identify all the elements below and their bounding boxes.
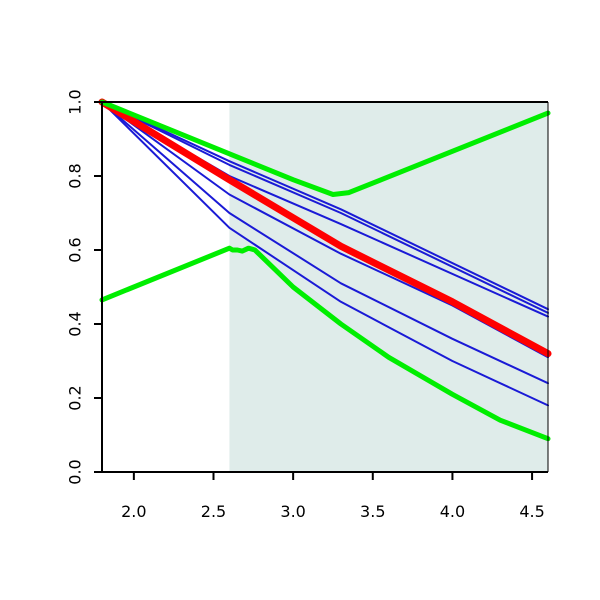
- axes-layer: 0.0 0.2 0.4 0.6 0.8 1.0 2.0 2.5 3.0 3.5 4.0 4.5: [66, 89, 549, 521]
- x-tick-label: 4.0: [440, 502, 465, 521]
- series-line-1: [101, 101, 549, 311]
- x-tick-label: 3.5: [360, 502, 385, 521]
- y-tick-label: 0.8: [66, 163, 85, 188]
- series-line-9: [99, 245, 551, 442]
- x-tick-label: 4.5: [519, 502, 544, 521]
- y-tick-label: 0.4: [66, 311, 85, 336]
- x-tick-label: 3.0: [280, 502, 305, 521]
- y-tick-label: 0.0: [66, 459, 85, 484]
- series-line-7: [98, 98, 552, 358]
- series-layer: [98, 98, 552, 442]
- y-tick-label: 1.0: [66, 89, 85, 114]
- y-tick-label: 0.6: [66, 237, 85, 262]
- y-tick-label: 0.2: [66, 385, 85, 410]
- series-line-2: [101, 101, 549, 314]
- series-line-8: [99, 99, 551, 197]
- series-line-6: [101, 101, 549, 407]
- series-line-5: [101, 101, 549, 385]
- x-tick-label: 2.5: [201, 502, 226, 521]
- x-tick-label: 2.0: [121, 502, 146, 521]
